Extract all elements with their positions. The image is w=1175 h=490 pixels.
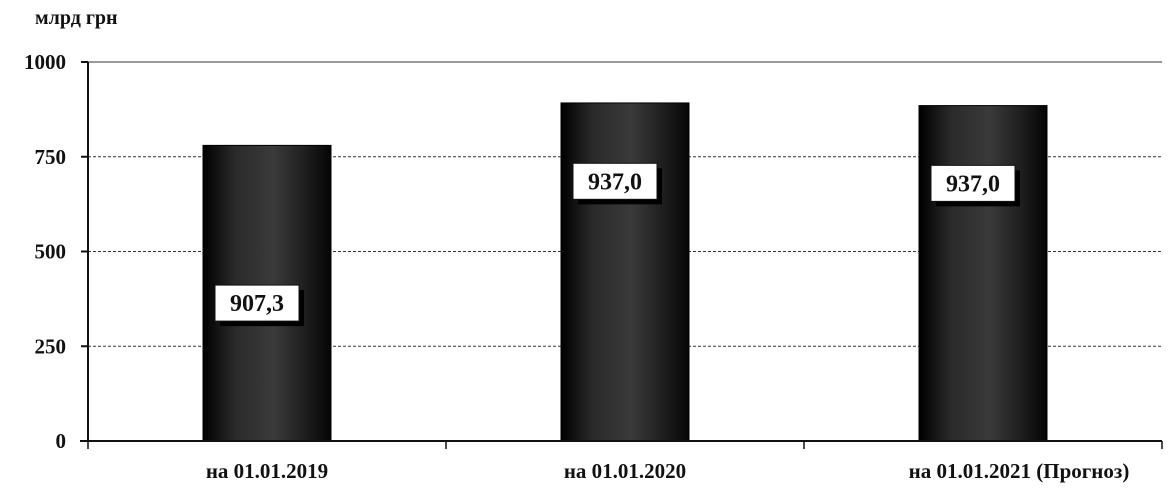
y-tick-label: 0 <box>56 429 67 453</box>
y-tick-label: 1000 <box>24 50 66 74</box>
x-category-label: на 01.01.2021 (Прогноз) <box>909 459 1130 483</box>
y-tick-label: 500 <box>35 240 67 264</box>
bars <box>202 102 1048 442</box>
x-category-label: на 01.01.2020 <box>564 459 686 483</box>
data-label-box <box>572 162 658 200</box>
y-tick-label: 250 <box>35 334 67 358</box>
data-labels: 907,3 937,0 937,0 <box>214 162 1020 327</box>
y-tick-labels: 0 250 500 750 1000 <box>24 50 88 453</box>
data-label: 937,0 <box>588 169 642 195</box>
data-label: 937,0 <box>946 171 1000 197</box>
data-label: 907,3 <box>230 291 284 317</box>
bar <box>560 102 690 442</box>
category-labels: на 01.01.2019 на 01.01.2020 на 01.01.2021 … <box>87 441 1163 483</box>
y-axis-label: млрд грн <box>35 7 118 29</box>
x-category-label: на 01.01.2019 <box>206 459 328 483</box>
bar <box>918 105 1048 442</box>
y-tick-label: 750 <box>35 145 67 169</box>
data-label-box <box>214 284 300 322</box>
data-label-box <box>930 164 1016 202</box>
